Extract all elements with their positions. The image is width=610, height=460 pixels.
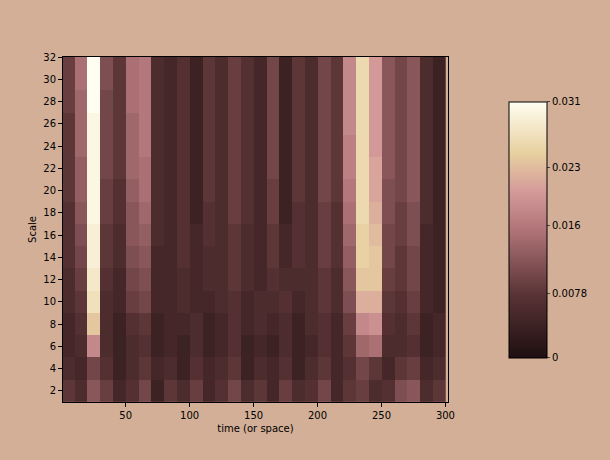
svg-text:0.0078: 0.0078 [552,288,587,299]
svg-text:12: 12 [43,274,56,285]
svg-text:2: 2 [50,385,56,396]
svg-text:0.023: 0.023 [552,162,581,173]
svg-text:14: 14 [43,252,56,263]
svg-text:18: 18 [43,207,56,218]
svg-text:10: 10 [43,296,56,307]
svg-text:24: 24 [43,141,56,152]
svg-text:6: 6 [50,341,56,352]
svg-text:0.016: 0.016 [552,220,581,231]
svg-text:22: 22 [43,163,56,174]
svg-text:time (or space): time (or space) [217,423,293,434]
svg-text:0: 0 [552,352,558,363]
svg-text:100: 100 [180,410,199,421]
svg-text:0.031: 0.031 [552,96,581,107]
svg-text:30: 30 [43,74,56,85]
svg-text:28: 28 [43,96,56,107]
svg-text:4: 4 [50,363,56,374]
svg-text:Scale: Scale [27,216,38,243]
svg-text:16: 16 [43,230,56,241]
svg-text:50: 50 [119,410,132,421]
svg-text:300: 300 [436,410,455,421]
svg-text:8: 8 [50,319,56,330]
svg-text:250: 250 [372,410,391,421]
svg-text:26: 26 [43,118,56,129]
svg-text:200: 200 [308,410,327,421]
svg-text:32: 32 [43,52,56,63]
svg-text:150: 150 [244,410,263,421]
svg-text:20: 20 [43,185,56,196]
